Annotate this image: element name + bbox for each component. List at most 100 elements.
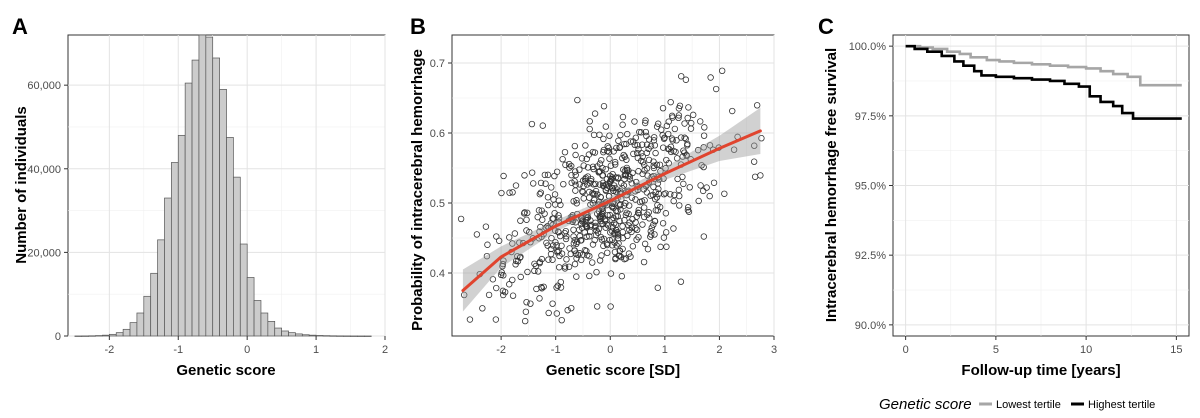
scatter-point (653, 194, 661, 201)
scatter-point (561, 265, 569, 272)
scatter-point (632, 196, 639, 203)
scatter-point (596, 181, 604, 188)
scatter-point (539, 216, 546, 223)
scatter-point (580, 162, 587, 169)
scatter-point (642, 128, 649, 136)
scatter-point (654, 207, 661, 214)
scatter-point (466, 316, 474, 323)
histogram-bar (157, 239, 165, 337)
scatter-point (612, 212, 620, 220)
panel-a-y-tick-label: 60,000 (27, 80, 61, 92)
scatter-point (645, 156, 653, 164)
scatter-point (524, 268, 531, 276)
scatter-point (655, 190, 663, 197)
scatter-point (609, 224, 617, 231)
scatter-point (607, 162, 615, 169)
histogram-bar (164, 197, 172, 337)
scatter-point (648, 224, 656, 231)
scatter-point (581, 221, 589, 228)
scatter-point (558, 316, 565, 324)
scatter-point (573, 238, 581, 246)
panel-c-x-tick-label: 5 (993, 344, 999, 356)
panel-b-x-tick-label: 0 (607, 344, 613, 356)
scatter-point (584, 164, 592, 171)
survival-line-highest-tertile (905, 44, 1182, 120)
scatter-point (690, 111, 697, 119)
scatter-point (565, 263, 573, 270)
panel-a-x-axis-title: Genetic score (176, 362, 275, 379)
scatter-point (625, 222, 632, 229)
panel-b: B 0.4 0.5 0.6 0.7 -2 -1 0 1 2 3 Genetic score [S… (409, 14, 777, 379)
fit-confidence-band (462, 107, 761, 312)
scatter-point (537, 189, 545, 196)
scatter-point (612, 161, 619, 168)
scatter-point (596, 160, 604, 167)
scatter-point (573, 197, 580, 204)
scatter-point (600, 148, 607, 156)
scatter-point (517, 253, 524, 261)
scatter-point (540, 283, 547, 290)
scatter-point (661, 134, 668, 141)
scatter-point (509, 292, 517, 299)
scatter-point (682, 76, 690, 83)
scatter-point (557, 284, 565, 291)
scatter-point (634, 142, 641, 149)
scatter-point (757, 172, 764, 179)
scatter-point (524, 209, 531, 217)
scatter-point (489, 276, 497, 283)
scatter-point (684, 204, 692, 211)
scatter-point (602, 123, 610, 130)
scatter-point (553, 310, 561, 317)
panel-b-x-tick-label: -1 (551, 344, 561, 356)
panel-c-y-tick-label: 95.0% (855, 181, 886, 193)
panel-c-y-axis-title: Intracerebral hemorrhage free survival (823, 48, 840, 322)
histogram-bar (343, 335, 351, 337)
scatter-point (628, 194, 636, 201)
scatter-point (500, 172, 507, 180)
scatter-point (700, 132, 708, 139)
histogram-bar (260, 312, 269, 337)
scatter-point (625, 250, 633, 257)
scatter-point (582, 177, 589, 185)
scatter-point (601, 217, 609, 224)
scatter-point (564, 307, 571, 314)
scatter-point (685, 104, 692, 111)
scatter-point (662, 210, 670, 217)
scatter-point (572, 181, 579, 189)
scatter-point (624, 130, 631, 138)
scatter-point (652, 149, 659, 157)
scatter-point (718, 67, 726, 75)
scatter-point (578, 236, 585, 244)
scatter-point (621, 217, 628, 224)
scatter-point (751, 142, 758, 149)
panel-c-y-tick-label: 92.5% (855, 250, 886, 262)
scatter-point (583, 233, 590, 240)
scatter-point (535, 207, 543, 214)
scatter-point (667, 191, 674, 198)
histogram-bar (177, 134, 186, 337)
scatter-point (606, 179, 613, 186)
histogram-bar (102, 334, 110, 337)
scatter-point (634, 209, 642, 216)
scatter-point (650, 162, 657, 169)
scatter-point (710, 179, 718, 186)
scatter-point (625, 167, 632, 174)
scatter-point (534, 268, 542, 275)
scatter-point (676, 102, 684, 110)
scatter-point (659, 104, 667, 112)
scatter-point (523, 216, 530, 223)
panel-b-y-tick-label: 0.4 (430, 268, 445, 280)
scatter-point (552, 239, 559, 246)
scatter-point (628, 228, 635, 236)
scatter-point (657, 168, 664, 175)
scatter-point (523, 298, 530, 306)
scatter-point (686, 184, 693, 191)
scatter-point (563, 233, 570, 240)
scatter-point (560, 180, 567, 188)
legend-label-highest-tertile: Highest tertile (1088, 399, 1155, 411)
scatter-point (512, 257, 520, 265)
scatter-point (680, 180, 687, 188)
scatter-point (561, 229, 568, 237)
scatter-point (729, 107, 736, 115)
